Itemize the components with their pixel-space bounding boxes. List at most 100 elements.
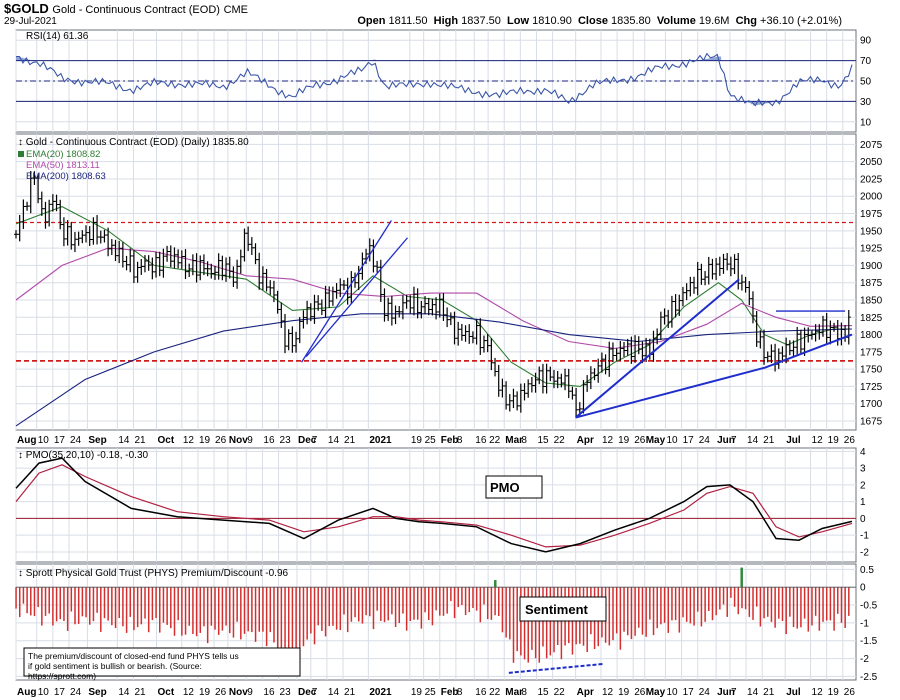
x-tick-label: 10 bbox=[666, 687, 678, 698]
sentiment-bar bbox=[144, 587, 146, 619]
x-tick-label: Apr bbox=[577, 435, 594, 446]
sentiment-bar bbox=[321, 587, 323, 631]
sentiment-bar bbox=[52, 587, 54, 626]
note-box bbox=[23, 647, 301, 677]
sentiment-bar bbox=[748, 587, 751, 617]
sentiment-bar bbox=[251, 587, 253, 633]
x-tick-label: Oct bbox=[157, 687, 174, 698]
x-tick-label: 26 bbox=[215, 687, 227, 698]
x-tick-label: Apr bbox=[577, 687, 594, 698]
pmo-line bbox=[15, 457, 853, 553]
sentiment-bar bbox=[792, 587, 795, 627]
sentiment-bar bbox=[184, 587, 187, 635]
x-tick-label: 26 bbox=[844, 687, 856, 698]
x-tick-label: Oct bbox=[157, 435, 174, 446]
x-tick-label: Jul bbox=[786, 687, 801, 698]
y-tick-label: -1 bbox=[860, 531, 869, 542]
x-tick-label: 12 bbox=[183, 687, 195, 698]
pmo-title: ↕ PMO(35,20,10) -0.18, -0.30 bbox=[18, 450, 149, 461]
x-tick-label: 23 bbox=[280, 435, 292, 446]
close-value: 1835.80 bbox=[611, 15, 651, 27]
x-tick-label: 10 bbox=[666, 435, 678, 446]
sentiment-bar bbox=[781, 587, 784, 621]
sentiment-bar bbox=[287, 587, 290, 667]
sentiment-bar bbox=[420, 587, 423, 629]
low-label: Low bbox=[507, 15, 530, 27]
sentiment-bar bbox=[405, 587, 408, 631]
sentiment-bar bbox=[273, 587, 275, 643]
sentiment-bar bbox=[450, 587, 452, 602]
x-tick-label: 24 bbox=[699, 435, 711, 446]
sentiment-bar bbox=[177, 587, 179, 621]
sentiment-bar bbox=[785, 587, 787, 634]
sentiment-bar bbox=[719, 587, 721, 610]
sentiment-bar bbox=[641, 587, 644, 635]
sentiment-bar bbox=[671, 587, 673, 621]
open-value: 1811.50 bbox=[388, 15, 428, 27]
sentiment-bar bbox=[844, 587, 846, 628]
y-tick-label: 1700 bbox=[860, 399, 883, 410]
x-tick-label: 19 bbox=[411, 687, 423, 698]
x-tick-label: Mar bbox=[505, 687, 523, 698]
sentiment-bar bbox=[667, 587, 670, 633]
x-tick-label: Feb bbox=[441, 687, 459, 698]
y-tick-label: 70 bbox=[860, 56, 872, 67]
sentiment-bar bbox=[789, 587, 791, 617]
sentiment-bar bbox=[59, 587, 62, 620]
sentiment-bar bbox=[118, 587, 120, 618]
sentiment-bar bbox=[744, 587, 747, 610]
sentiment-bar bbox=[210, 587, 213, 626]
sentiment-bar bbox=[339, 587, 342, 631]
sentiment-bar bbox=[258, 587, 260, 632]
y-tick-label: -1 bbox=[860, 618, 869, 629]
y-tick-label: 1975 bbox=[860, 209, 883, 220]
sentiment-bar bbox=[391, 587, 393, 615]
sentiment-bar bbox=[306, 587, 308, 640]
sentiment-bar bbox=[310, 587, 312, 634]
x-tick-label: 10 bbox=[38, 687, 50, 698]
sentiment-bar bbox=[291, 587, 294, 669]
sentiment-bar bbox=[88, 587, 91, 625]
y-tick-label: 1950 bbox=[860, 226, 883, 237]
sentiment-bar bbox=[516, 587, 518, 652]
sentiment-bar bbox=[409, 587, 412, 621]
trendline-2 bbox=[574, 278, 740, 419]
x-tick-label: 26 bbox=[634, 435, 646, 446]
sentiment-label-box bbox=[519, 596, 607, 622]
sentiment-bar bbox=[243, 587, 246, 634]
x-tick-label: 12 bbox=[812, 435, 824, 446]
high-value: 1837.50 bbox=[461, 15, 501, 27]
x-tick-label: 12 bbox=[602, 687, 614, 698]
sentiment-bar bbox=[247, 587, 249, 632]
open-label: Open bbox=[357, 15, 386, 27]
sentiment-bar bbox=[203, 587, 205, 627]
ema20-swatch bbox=[18, 151, 24, 157]
sentiment-bar bbox=[416, 587, 419, 620]
sentiment-bar bbox=[726, 587, 728, 617]
x-tick-label: 26 bbox=[844, 435, 856, 446]
chg-label: Chg bbox=[735, 15, 757, 27]
sentiment-bar bbox=[468, 587, 471, 613]
sentiment-bar bbox=[509, 587, 511, 640]
x-tick-label: 17 bbox=[54, 687, 66, 698]
x-tick-label: 9 bbox=[247, 435, 253, 446]
x-tick-label: 14 bbox=[747, 687, 759, 698]
y-tick-label: 1 bbox=[860, 497, 866, 508]
sentiment-bar bbox=[413, 587, 415, 620]
sentiment-bar bbox=[398, 587, 401, 624]
sentiment-bar bbox=[741, 587, 743, 609]
y-tick-label: 2000 bbox=[860, 192, 883, 203]
sentiment-bar bbox=[730, 587, 732, 598]
sentiment-bar bbox=[715, 587, 717, 616]
sentiment-bar bbox=[44, 587, 47, 616]
sentiment-bar bbox=[41, 587, 43, 626]
sentiment-bar bbox=[619, 587, 622, 650]
sentiment-bar bbox=[814, 587, 817, 616]
sentiment-bar bbox=[837, 587, 839, 614]
x-tick-label: 19 bbox=[828, 435, 840, 446]
rsi-line bbox=[16, 52, 853, 107]
x-tick-label: Jul bbox=[786, 435, 801, 446]
sentiment-bar bbox=[170, 587, 172, 629]
x-tick-label: 9 bbox=[247, 687, 253, 698]
sentiment-bar bbox=[800, 587, 802, 628]
